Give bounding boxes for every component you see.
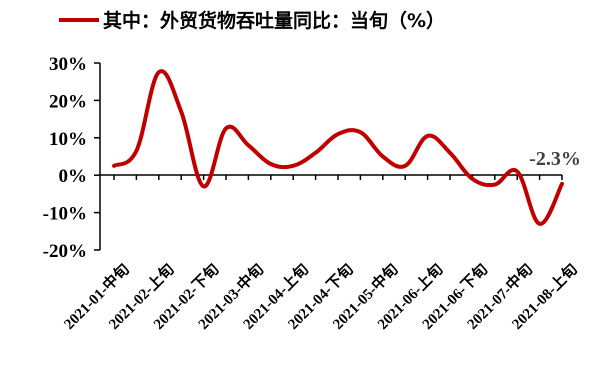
data-point (426, 134, 430, 138)
x-axis: 2021-01-中旬2021-02-上旬2021-02-下旬2021-03-中旬… (60, 174, 581, 333)
data-point (470, 177, 474, 181)
data-point (448, 151, 452, 155)
data-point (358, 130, 362, 134)
data-point (538, 222, 542, 226)
data-point (269, 162, 273, 166)
y-tick-label: 20% (49, 91, 87, 112)
data-point (291, 164, 295, 168)
series-line (112, 69, 564, 226)
plot-area: -2.3% (112, 69, 581, 226)
data-point (224, 126, 228, 130)
data-point (112, 164, 116, 168)
data-point (202, 184, 206, 188)
data-point (336, 132, 340, 136)
data-point (515, 169, 519, 173)
data-point (157, 70, 161, 74)
y-axis: 30% 20% 10% 0% -10% -20% (43, 54, 101, 262)
data-point (403, 164, 407, 168)
data-point (493, 183, 497, 187)
y-tick-label: 0% (59, 166, 88, 187)
y-tick-label: 30% (49, 54, 87, 75)
y-tick-label: -20% (43, 241, 87, 262)
legend: 其中：外贸货物吞吐量同比：当旬（%） (59, 9, 445, 32)
legend-label: 其中：外贸货物吞吐量同比：当旬（%） (103, 9, 445, 32)
y-tick-label: 10% (49, 129, 87, 150)
data-point (179, 110, 183, 114)
data-point (246, 143, 250, 147)
data-point (560, 182, 564, 186)
data-point (381, 155, 385, 159)
y-tick-label: -10% (43, 204, 87, 225)
data-point (314, 151, 318, 155)
data-point (134, 149, 138, 153)
last-value-label: -2.3% (529, 148, 581, 170)
